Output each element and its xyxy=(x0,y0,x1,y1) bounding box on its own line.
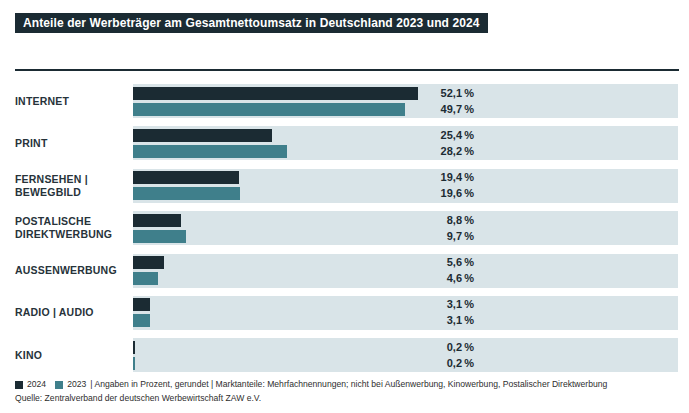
bar-chart: INTERNET 52,1 % 49,7 % PRINT 25,4 % 28,2… xyxy=(15,84,678,372)
value-2024: 0,2 % xyxy=(133,341,474,354)
value-2023: 3,1 % xyxy=(133,314,474,327)
chart-row-fernsehen-bewegbild: FERNSEHEN | BEWEGBILD 19,4 % 19,6 % xyxy=(15,169,678,203)
row-band: 52,1 % 49,7 % xyxy=(133,84,678,118)
bar-2024 xyxy=(133,214,181,227)
legend-swatch-2023-icon xyxy=(55,381,63,389)
legend-label-2023: 2023 xyxy=(67,378,86,391)
category-label: INTERNET xyxy=(15,84,133,118)
chart-row-postalische-direktwerbung: POSTALISCHE DIREKTWERBUNG 8,8 % 9,7 % xyxy=(15,211,678,245)
bar-2024 xyxy=(133,256,164,269)
row-band: 19,4 % 19,6 % xyxy=(133,169,678,203)
value-2024: 8,8 % xyxy=(133,214,474,227)
legend-label-2024: 2024 xyxy=(27,378,46,391)
infographic-page: Anteile der Werbeträger am Gesamtnettoum… xyxy=(0,0,689,413)
value-2024: 3,1 % xyxy=(133,298,474,311)
divider-rule xyxy=(15,69,679,71)
bar-2024 xyxy=(133,298,150,311)
bar-2024 xyxy=(133,171,239,184)
bar-2023 xyxy=(133,272,158,285)
value-2024: 5,6 % xyxy=(133,256,474,269)
bar-2024 xyxy=(133,129,272,142)
category-label: POSTALISCHE DIREKTWERBUNG xyxy=(15,211,133,245)
chart-row-aussenwerbung: AUSSENWERBUNG 5,6 % 4,6 % xyxy=(15,254,678,288)
value-labels: 3,1 % 3,1 % xyxy=(133,296,474,330)
chart-title: Anteile der Werbeträger am Gesamtnettoum… xyxy=(15,13,488,33)
legend-swatch-2024-icon xyxy=(15,381,23,389)
value-2023: 0,2 % xyxy=(133,357,474,370)
value-2023: 4,6 % xyxy=(133,272,474,285)
legend-note: | Angaben in Prozent, gerundet | Marktan… xyxy=(90,378,607,391)
value-labels: 0,2 % 0,2 % xyxy=(133,338,474,372)
bar-2023 xyxy=(133,230,186,243)
row-band: 3,1 % 3,1 % xyxy=(133,296,678,330)
chart-row-radio-audio: RADIO | AUDIO 3,1 % 3,1 % xyxy=(15,296,678,330)
legend: 2024 2023 | Angaben in Prozent, gerundet… xyxy=(15,378,675,405)
bar-2023 xyxy=(133,314,150,327)
category-label: FERNSEHEN | BEWEGBILD xyxy=(15,169,133,203)
bar-2024 xyxy=(133,87,418,100)
chart-row-print: PRINT 25,4 % 28,2 % xyxy=(15,126,678,160)
chart-row-internet: INTERNET 52,1 % 49,7 % xyxy=(15,84,678,118)
bar-2023 xyxy=(133,187,240,200)
bar-2023 xyxy=(133,103,405,116)
source-note: Quelle: Zentralverband der deutschen Wer… xyxy=(15,392,675,405)
chart-row-kino: KINO 0,2 % 0,2 % xyxy=(15,338,678,372)
bar-2023 xyxy=(133,357,135,370)
row-band: 0,2 % 0,2 % xyxy=(133,338,678,372)
bar-2024 xyxy=(133,341,135,354)
legend-line: 2024 2023 | Angaben in Prozent, gerundet… xyxy=(15,378,675,391)
row-band: 25,4 % 28,2 % xyxy=(133,126,678,160)
category-label: AUSSENWERBUNG xyxy=(15,254,133,288)
category-label: KINO xyxy=(15,338,133,372)
category-label: PRINT xyxy=(15,126,133,160)
row-band: 5,6 % 4,6 % xyxy=(133,254,678,288)
row-band: 8,8 % 9,7 % xyxy=(133,211,678,245)
bar-2023 xyxy=(133,145,287,158)
category-label: RADIO | AUDIO xyxy=(15,296,133,330)
value-labels: 5,6 % 4,6 % xyxy=(133,254,474,288)
